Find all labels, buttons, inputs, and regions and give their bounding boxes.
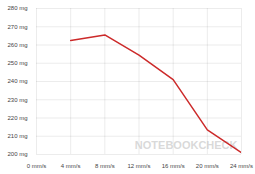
svg-text:210 mg: 210 mg: [7, 133, 27, 139]
svg-text:280 mg: 280 mg: [7, 5, 27, 11]
svg-text:4 mm/s: 4 mm/s: [61, 163, 81, 169]
svg-text:8 mm/s: 8 mm/s: [95, 163, 115, 169]
svg-text:200 mg: 200 mg: [7, 151, 27, 157]
svg-text:240 mg: 240 mg: [7, 78, 27, 84]
svg-text:220 mg: 220 mg: [7, 115, 27, 121]
svg-text:0 mm/s: 0 mm/s: [27, 163, 47, 169]
svg-text:230 mg: 230 mg: [7, 97, 27, 103]
svg-text:16 mm/s: 16 mm/s: [162, 163, 185, 169]
svg-text:NOTEBOOKCHECK: NOTEBOOKCHECK: [134, 138, 238, 151]
svg-text:24 mm/s: 24 mm/s: [230, 163, 253, 169]
svg-text:20 mm/s: 20 mm/s: [196, 163, 219, 169]
svg-text:270 mg: 270 mg: [7, 24, 27, 30]
svg-text:260 mg: 260 mg: [7, 42, 27, 48]
svg-text:12 mm/s: 12 mm/s: [127, 163, 150, 169]
svg-text:250 mg: 250 mg: [7, 60, 27, 66]
